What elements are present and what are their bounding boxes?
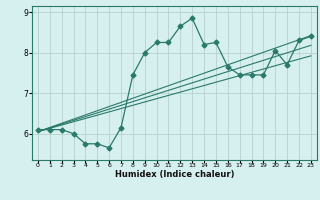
X-axis label: Humidex (Indice chaleur): Humidex (Indice chaleur) [115, 170, 234, 179]
